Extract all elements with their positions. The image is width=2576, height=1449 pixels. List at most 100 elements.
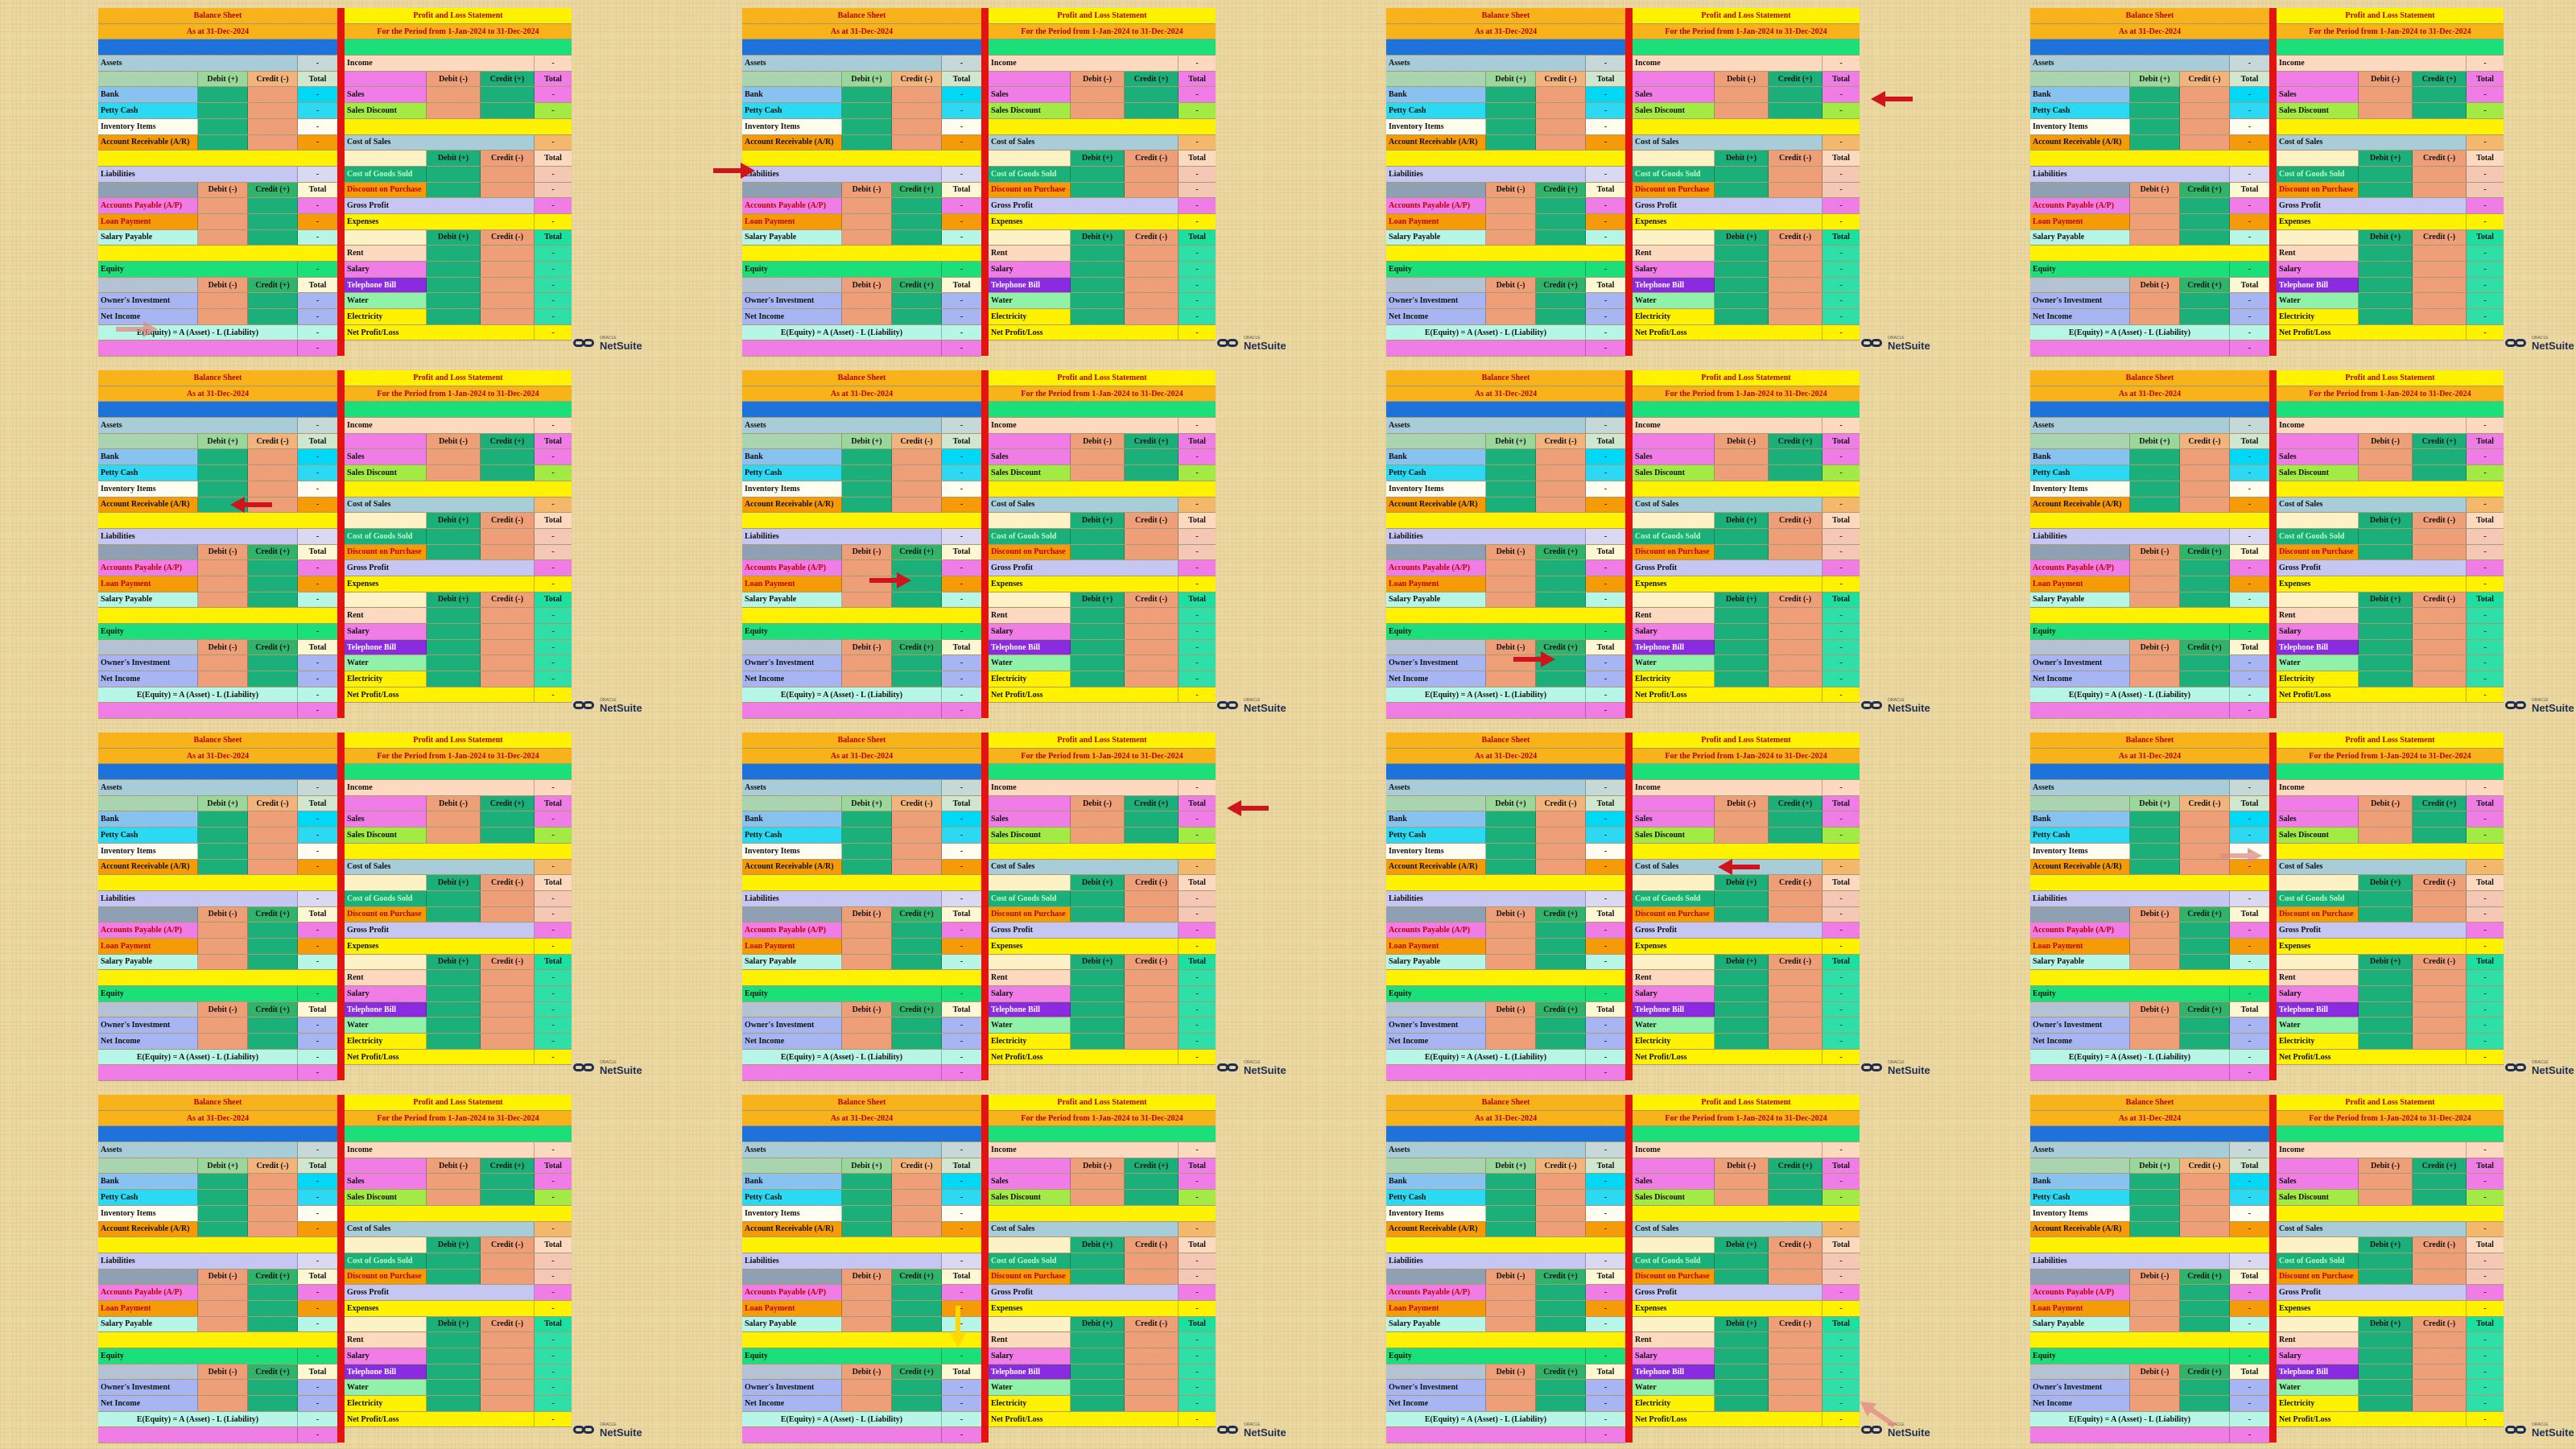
bank-label[interactable]: Bank [2030,87,2130,103]
debit-plus-header[interactable]: Debit (+) [198,1158,248,1174]
credit-minus-header[interactable]: Credit (-) [248,433,298,449]
total-cell[interactable]: - [1586,213,1625,229]
total-cell[interactable]: - [2230,1034,2269,1049]
blank-band[interactable] [98,39,337,56]
total-cell[interactable]: - [942,1174,981,1190]
loan-payment-label[interactable]: Loan Payment [2030,1300,2130,1316]
credit-cell[interactable] [892,309,942,324]
net-profit-loss-label[interactable]: Net Profit/Loss [345,324,535,341]
period-header[interactable]: For the Period from 1-Jan-2024 to 31-Dec… [989,386,1216,402]
period-header[interactable]: For the Period from 1-Jan-2024 to 31-Dec… [989,1110,1216,1126]
credit-minus-header[interactable]: Credit (-) [1125,1316,1179,1332]
blank-cell[interactable] [2030,277,2130,293]
debit-cell[interactable] [427,309,481,324]
debit-minus-header[interactable]: Debit (-) [198,1269,248,1285]
total-cell[interactable]: - [535,1300,572,1316]
total-cell[interactable]: - [1586,1221,1625,1237]
total-header[interactable]: Total [2230,906,2269,923]
cost-of-sales-label[interactable]: Cost of Sales [345,859,535,875]
credit-minus-header[interactable]: Credit (-) [2180,1158,2230,1174]
liabilities-label[interactable]: Liabilities [98,528,298,544]
formula-label[interactable]: E(Equity) = A (Asset) - L (Liability) [1386,687,1586,703]
total-cell[interactable]: - [942,624,981,639]
owners-investment-label[interactable]: Owner's Investment [742,655,842,671]
debit-plus-header[interactable]: Debit (+) [2130,71,2180,87]
debit-cell[interactable] [1486,465,1536,481]
debit-plus-header[interactable]: Debit (+) [427,592,481,608]
accounts-payable-label[interactable]: Accounts Payable (A/P) [2030,198,2130,213]
cost-of-goods-sold-label[interactable]: Cost of Goods Sold [989,890,1071,906]
debit-minus-header[interactable]: Debit (-) [198,1001,248,1018]
total-cell[interactable]: - [1586,481,1625,497]
expenses-label[interactable]: Expenses [989,576,1179,592]
debit-cell[interactable] [2130,576,2180,592]
debit-cell[interactable] [198,1221,248,1237]
total-cell[interactable]: - [1823,1269,1860,1285]
total-cell[interactable]: - [298,592,337,608]
total-cell[interactable]: - [298,655,337,671]
net-profit-loss-label[interactable]: Net Profit/Loss [1633,687,1823,703]
credit-plus-header[interactable]: Credit (+) [892,639,942,655]
total-cell[interactable]: - [1179,1300,1216,1316]
credit-cell[interactable] [481,449,535,465]
debit-cell[interactable] [198,859,248,875]
total-cell[interactable]: - [535,134,572,151]
income-label[interactable]: Income [345,1142,535,1158]
credit-cell[interactable] [892,1174,942,1190]
total-header[interactable]: Total [1586,795,1625,811]
credit-cell[interactable] [1769,1380,1823,1396]
total-cell[interactable]: - [1586,843,1625,859]
credit-plus-header[interactable]: Credit (+) [248,182,298,198]
net-profit-loss-label[interactable]: Net Profit/Loss [989,324,1179,341]
title-header[interactable]: Balance Sheet [1386,1095,1625,1110]
debit-cell[interactable] [1486,560,1536,576]
formula-label[interactable]: E(Equity) = A (Asset) - L (Liability) [742,1411,942,1427]
credit-cell[interactable] [2413,608,2467,623]
loan-payment-label[interactable]: Loan Payment [742,1300,842,1316]
credit-cell[interactable] [1769,828,1823,843]
inventory-items-label[interactable]: Inventory Items [742,481,842,497]
debit-plus-header[interactable]: Debit (+) [842,433,892,449]
total-cell[interactable]: - [2230,309,2269,324]
discount-on-purchase-label[interactable]: Discount on Purchase [2277,1269,2359,1285]
debit-cell[interactable] [198,671,248,687]
income-label[interactable]: Income [1633,1142,1823,1158]
total-cell[interactable]: - [942,449,981,465]
total-header[interactable]: Total [535,151,572,166]
credit-minus-header[interactable]: Credit (-) [481,592,535,608]
credit-cell[interactable] [1125,1269,1179,1285]
credit-minus-header[interactable]: Credit (-) [2413,1316,2467,1332]
account-receivable-label[interactable]: Account Receivable (A/R) [98,859,198,875]
credit-cell[interactable] [2413,986,2467,1001]
blank-band[interactable] [742,608,981,623]
blank-band[interactable] [1633,843,1860,859]
debit-cell[interactable] [1071,906,1125,923]
total-cell[interactable]: - [942,528,981,544]
blank-cell[interactable] [2030,639,2130,655]
credit-minus-header[interactable]: Credit (-) [2413,592,2467,608]
credit-cell[interactable] [1536,1221,1586,1237]
water-label[interactable]: Water [2277,293,2359,309]
total-header[interactable]: Total [298,277,337,293]
debit-minus-header[interactable]: Debit (-) [2130,639,2180,655]
total-cell[interactable]: - [2467,687,2504,703]
credit-cell[interactable] [892,293,942,309]
credit-cell[interactable] [2413,811,2467,828]
salary-label[interactable]: Salary [2277,262,2359,277]
blank-cell[interactable] [345,1158,427,1174]
title-header[interactable]: Profit and Loss Statement [1633,8,1860,23]
total-header[interactable]: Total [1823,875,1860,890]
inventory-items-label[interactable]: Inventory Items [2030,481,2130,497]
blank-cell[interactable] [1386,182,1486,198]
blank-band[interactable] [2030,875,2269,890]
title-header[interactable]: Profit and Loss Statement [345,370,572,386]
total-cell[interactable]: - [942,1221,981,1237]
debit-minus-header[interactable]: Debit (-) [427,433,481,449]
credit-cell[interactable] [892,1396,942,1411]
salary-label[interactable]: Salary [345,1348,427,1364]
total-cell[interactable]: - [942,465,981,481]
total-cell[interactable]: - [535,923,572,938]
accounts-payable-label[interactable]: Accounts Payable (A/P) [98,1285,198,1300]
blank-band[interactable] [2030,970,2269,985]
total-cell[interactable]: - [535,497,572,513]
